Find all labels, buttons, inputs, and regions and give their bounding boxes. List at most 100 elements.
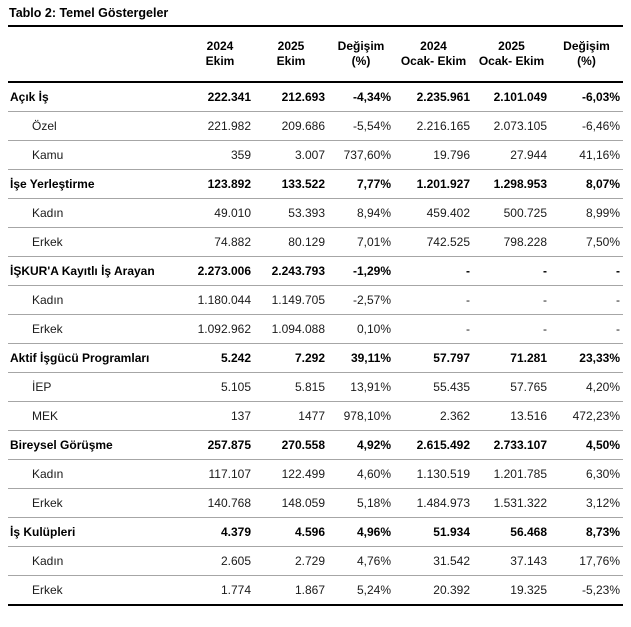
cell-degisim-1: 4,60% bbox=[328, 459, 394, 489]
col-header-degisim-1: Değişim (%) bbox=[328, 27, 394, 83]
table-row: Erkek 140.768 148.059 5,18% 1.484.973 1.… bbox=[8, 488, 623, 518]
cell-2025-ekim: 7.292 bbox=[254, 343, 328, 373]
cell-2025-ekim: 1.149.705 bbox=[254, 285, 328, 315]
cell-2024-ocak-ekim: 51.934 bbox=[394, 517, 473, 547]
cell-2024-ekim: 2.605 bbox=[186, 546, 254, 576]
cell-degisim-1: 5,24% bbox=[328, 575, 394, 606]
cell-2025-ekim: 133.522 bbox=[254, 169, 328, 199]
cell-degisim-2: 6,30% bbox=[550, 459, 623, 489]
cell-2025-ocak-ekim: - bbox=[473, 256, 550, 286]
cell-2024-ocak-ekim: 2.362 bbox=[394, 401, 473, 431]
cell-2024-ekim: 4.379 bbox=[186, 517, 254, 547]
row-label: Erkek bbox=[8, 488, 186, 518]
cell-2025-ekim: 1.094.088 bbox=[254, 314, 328, 344]
cell-2024-ocak-ekim: 1.201.927 bbox=[394, 169, 473, 199]
table-row: Erkek 1.774 1.867 5,24% 20.392 19.325 -5… bbox=[8, 575, 623, 606]
cell-2024-ekim: 74.882 bbox=[186, 227, 254, 257]
table-row: Özel 221.982 209.686 -5,54% 2.216.165 2.… bbox=[8, 111, 623, 141]
table-row: İŞKUR'A Kayıtlı İş Arayan 2.273.006 2.24… bbox=[8, 256, 623, 286]
col-header-line1: 2025 bbox=[277, 39, 305, 53]
col-header-line2: Ocak- Ekim bbox=[478, 54, 545, 68]
row-label: İEP bbox=[8, 372, 186, 402]
cell-degisim-2: 17,76% bbox=[550, 546, 623, 576]
cell-2025-ekim: 148.059 bbox=[254, 488, 328, 518]
cell-2024-ocak-ekim: 742.525 bbox=[394, 227, 473, 257]
cell-degisim-2: 3,12% bbox=[550, 488, 623, 518]
cell-2025-ekim: 1.867 bbox=[254, 575, 328, 606]
row-label: Açık İş bbox=[8, 82, 186, 112]
table-row: Kamu 359 3.007 737,60% 19.796 27.944 41,… bbox=[8, 140, 623, 170]
cell-2024-ekim: 1.092.962 bbox=[186, 314, 254, 344]
cell-degisim-1: -1,29% bbox=[328, 256, 394, 286]
row-label: MEK bbox=[8, 401, 186, 431]
col-header-line1: Değişim bbox=[563, 39, 610, 53]
col-header-line2: Ocak- Ekim bbox=[400, 54, 467, 68]
cell-2024-ocak-ekim: - bbox=[394, 256, 473, 286]
cell-2025-ocak-ekim: 27.944 bbox=[473, 140, 550, 170]
cell-2025-ekim: 4.596 bbox=[254, 517, 328, 547]
cell-2024-ocak-ekim: 2.235.961 bbox=[394, 82, 473, 112]
table-row: Kadın 49.010 53.393 8,94% 459.402 500.72… bbox=[8, 198, 623, 228]
cell-2024-ekim: 222.341 bbox=[186, 82, 254, 112]
cell-2024-ekim: 123.892 bbox=[186, 169, 254, 199]
table-title: Tablo 2: Temel Göstergeler bbox=[8, 4, 623, 27]
cell-2025-ocak-ekim: 57.765 bbox=[473, 372, 550, 402]
col-header-line2: Ekim bbox=[205, 54, 235, 68]
cell-degisim-1: 737,60% bbox=[328, 140, 394, 170]
table-row: MEK 137 1477 978,10% 2.362 13.516 472,23… bbox=[8, 401, 623, 431]
row-label: İŞKUR'A Kayıtlı İş Arayan bbox=[8, 256, 186, 286]
cell-2024-ekim: 1.180.044 bbox=[186, 285, 254, 315]
cell-degisim-1: 8,94% bbox=[328, 198, 394, 228]
table-row: Kadın 117.107 122.499 4,60% 1.130.519 1.… bbox=[8, 459, 623, 489]
col-header-line1: 2024 bbox=[206, 39, 234, 53]
cell-degisim-2: - bbox=[550, 285, 623, 315]
cell-degisim-2: -5,23% bbox=[550, 575, 623, 606]
cell-2024-ekim: 137 bbox=[186, 401, 254, 431]
cell-degisim-1: 978,10% bbox=[328, 401, 394, 431]
cell-2025-ocak-ekim: 13.516 bbox=[473, 401, 550, 431]
cell-degisim-2: 8,07% bbox=[550, 169, 623, 199]
row-label: Kadın bbox=[8, 459, 186, 489]
col-header-2024-ocak-ekim: 2024 Ocak- Ekim bbox=[394, 27, 473, 83]
cell-2024-ekim: 1.774 bbox=[186, 575, 254, 606]
row-label: Kadın bbox=[8, 285, 186, 315]
col-header-line1: 2024 bbox=[420, 39, 447, 53]
cell-2024-ekim: 359 bbox=[186, 140, 254, 170]
cell-degisim-1: 7,01% bbox=[328, 227, 394, 257]
cell-degisim-2: 23,33% bbox=[550, 343, 623, 373]
row-label: Kadın bbox=[8, 546, 186, 576]
cell-degisim-1: 7,77% bbox=[328, 169, 394, 199]
cell-2024-ekim: 5.242 bbox=[186, 343, 254, 373]
cell-2025-ekim: 270.558 bbox=[254, 430, 328, 460]
table-row: Erkek 1.092.962 1.094.088 0,10% - - - bbox=[8, 314, 623, 344]
table-row: Kadın 2.605 2.729 4,76% 31.542 37.143 17… bbox=[8, 546, 623, 576]
cell-2024-ekim: 49.010 bbox=[186, 198, 254, 228]
cell-2024-ekim: 5.105 bbox=[186, 372, 254, 402]
cell-degisim-1: 39,11% bbox=[328, 343, 394, 373]
cell-2025-ocak-ekim: 798.228 bbox=[473, 227, 550, 257]
cell-degisim-2: 4,20% bbox=[550, 372, 623, 402]
header-empty-cell bbox=[8, 27, 186, 83]
cell-2025-ocak-ekim: 500.725 bbox=[473, 198, 550, 228]
cell-2024-ocak-ekim: 459.402 bbox=[394, 198, 473, 228]
cell-2024-ocak-ekim: 55.435 bbox=[394, 372, 473, 402]
row-label: Erkek bbox=[8, 314, 186, 344]
cell-degisim-1: 4,92% bbox=[328, 430, 394, 460]
col-header-line2: (%) bbox=[351, 54, 371, 68]
table-row: İEP 5.105 5.815 13,91% 55.435 57.765 4,2… bbox=[8, 372, 623, 402]
cell-2025-ocak-ekim: 2.073.105 bbox=[473, 111, 550, 141]
col-header-line2: (%) bbox=[577, 54, 596, 68]
cell-2025-ocak-ekim: 1.298.953 bbox=[473, 169, 550, 199]
cell-2024-ekim: 117.107 bbox=[186, 459, 254, 489]
cell-2024-ocak-ekim: - bbox=[394, 285, 473, 315]
cell-2025-ekim: 5.815 bbox=[254, 372, 328, 402]
col-header-line1: Değişim bbox=[337, 39, 385, 53]
cell-2025-ocak-ekim: 56.468 bbox=[473, 517, 550, 547]
cell-degisim-2: - bbox=[550, 256, 623, 286]
row-label: Erkek bbox=[8, 227, 186, 257]
table-row: Aktif İşgücü Programları 5.242 7.292 39,… bbox=[8, 343, 623, 373]
cell-degisim-2: - bbox=[550, 314, 623, 344]
cell-2024-ocak-ekim: - bbox=[394, 314, 473, 344]
cell-2025-ocak-ekim: 71.281 bbox=[473, 343, 550, 373]
cell-2025-ekim: 212.693 bbox=[254, 82, 328, 112]
